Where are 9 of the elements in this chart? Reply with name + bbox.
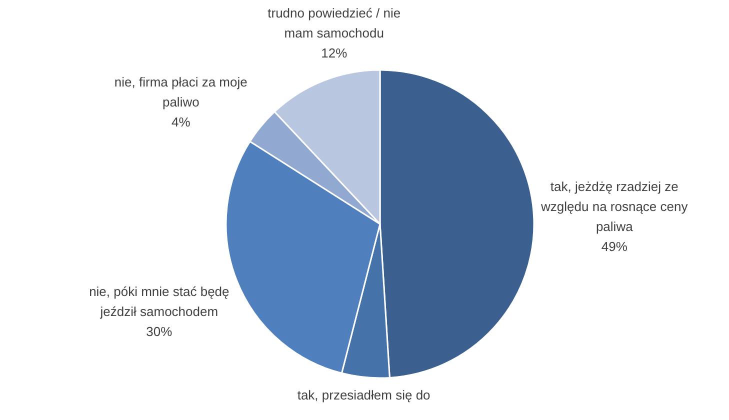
- data-label: 49%: [601, 239, 628, 254]
- slice-label: tak, jeżdżę rzadziej ze względu na rosnące ceny paliwa: [540, 179, 688, 234]
- data-label: 12%: [321, 45, 348, 60]
- slice-label: nie, firma płaci za moje paliwo: [114, 74, 248, 110]
- data-label: 30%: [146, 324, 173, 339]
- data-label: 4%: [172, 114, 191, 130]
- slice-label: nie, póki mnie stać będę jeździł samochodem: [89, 284, 230, 319]
- slice-label: tak, przesiadłem się do: [297, 388, 430, 403]
- slice-label: trudno powiedzieć / nie mam samochodu: [268, 5, 401, 40]
